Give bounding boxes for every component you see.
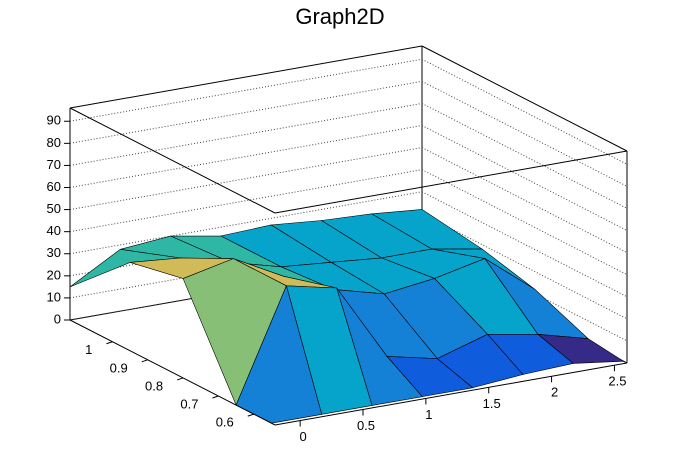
y-tick-label: 0.6: [216, 415, 234, 430]
y-tick-label: 1: [85, 342, 92, 357]
z-tick-label: 30: [47, 245, 61, 260]
x-tick-label: 1.5: [483, 396, 501, 411]
z-tick-label: 60: [47, 179, 61, 194]
y-tick-label: 0.9: [110, 360, 128, 375]
y-tick: [141, 359, 148, 363]
box-edge: [274, 150, 628, 214]
y-tick: [247, 413, 254, 417]
grid-line: [69, 147, 423, 211]
z-tick-label: 70: [47, 157, 61, 172]
box-edge: [421, 45, 628, 152]
y-tick: [106, 341, 113, 345]
x-tick-label: 0: [300, 429, 307, 444]
x-tick-label: 0.5: [357, 418, 375, 433]
x-tick-label: 1: [425, 407, 432, 422]
y-tick-label: 0.8: [145, 378, 163, 393]
grid-line: [69, 191, 423, 255]
grid-line: [69, 80, 423, 144]
grid-line: [69, 102, 423, 166]
x-tick-label: 2: [551, 385, 558, 400]
y-tick-label: 0.7: [180, 396, 198, 411]
y-tick: [176, 377, 184, 381]
z-tick-label: 20: [47, 267, 61, 282]
chart-title: Graph2D: [295, 4, 384, 29]
x-axis: [274, 362, 628, 426]
grid-line: [69, 125, 423, 188]
z-tick-label: 0: [54, 311, 61, 326]
grid-line: [421, 80, 628, 187]
grid-line: [69, 169, 423, 233]
box-edge: [69, 45, 423, 109]
grid-line: [421, 125, 628, 231]
z-tick-label: 40: [47, 223, 61, 238]
z-tick-label: 50: [47, 201, 61, 216]
y-tick: [212, 395, 219, 399]
z-tick-label: 80: [47, 135, 61, 150]
z-tick-label: 90: [47, 113, 61, 128]
box-edge: [69, 107, 276, 214]
y-axis: [69, 319, 276, 426]
grid-line: [421, 58, 628, 165]
z-tick-label: 10: [47, 289, 61, 304]
grid-line: [69, 58, 423, 122]
x-tick-label: 2.5: [608, 374, 626, 389]
